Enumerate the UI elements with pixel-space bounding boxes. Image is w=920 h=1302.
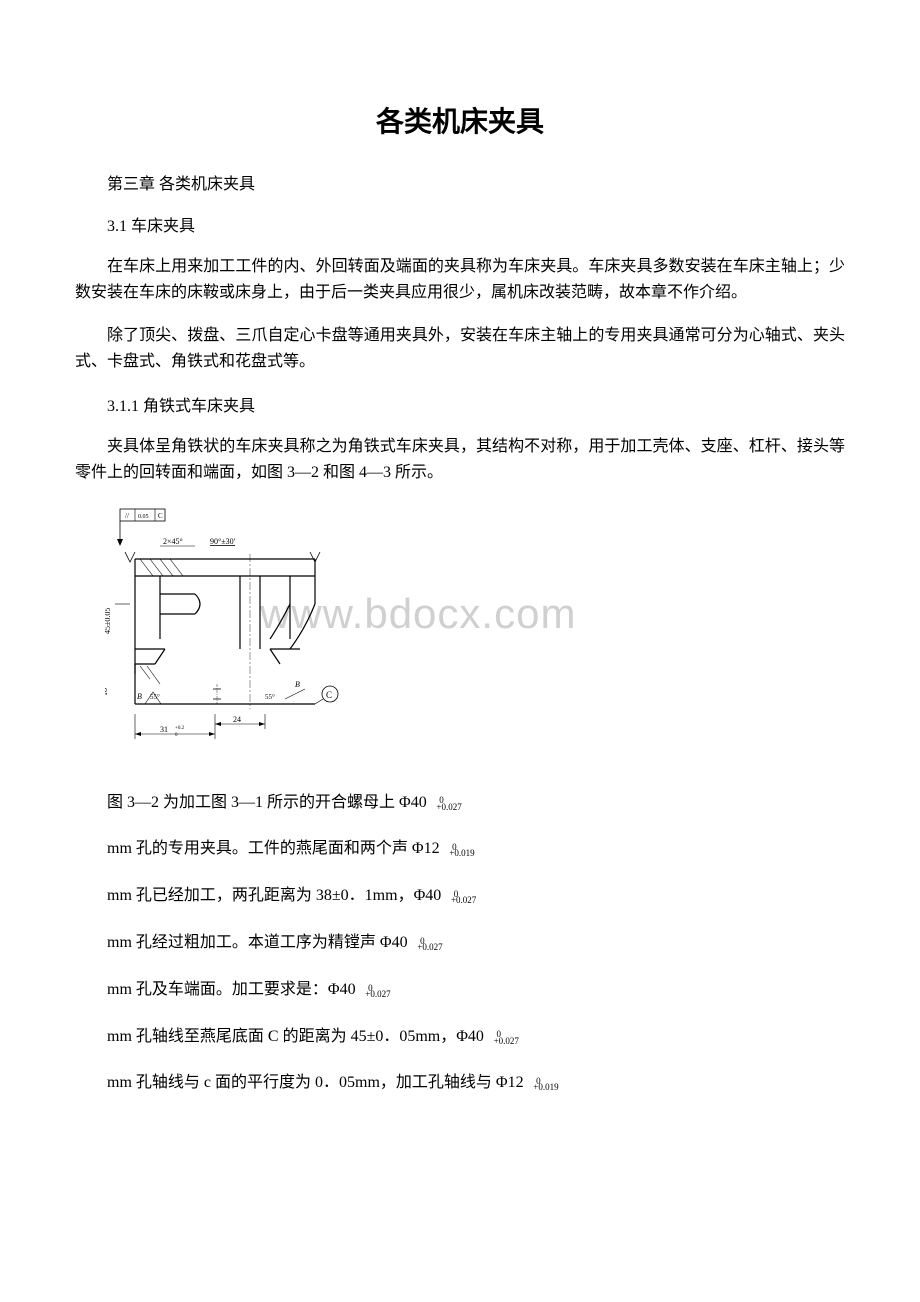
svg-text:C: C	[326, 690, 332, 700]
section-heading-31: 3.1 车床夹具	[75, 212, 845, 236]
svg-text:31: 31	[160, 725, 168, 734]
caption-line-5: mm 孔及车端面。加工要求是：Φ40+0.0270	[75, 976, 845, 1005]
svg-text:0.05: 0.05	[138, 514, 149, 520]
chapter-heading: 第三章 各类机床夹具	[75, 170, 845, 194]
chamfer-label: 2×45°	[163, 537, 183, 546]
caption-line-7: mm 孔轴线与 c 面的平行度为 0．05mm，加工孔轴线与 Φ12+0.019…	[75, 1069, 845, 1098]
svg-text:+0.2: +0.2	[175, 726, 185, 731]
caption-line-1: 图 3—2 为加工图 3—1 所示的开合螺母上 Φ40+0.0270	[75, 789, 845, 818]
technical-diagram: // 0.05 C 2×45° 90°±30'	[105, 504, 365, 764]
svg-text:B: B	[137, 692, 142, 701]
caption-3-text: mm 孔已经加工，两孔距离为 38±0．1mm，Φ40	[107, 887, 441, 904]
svg-text://: //	[125, 512, 129, 520]
svg-text:90°±30': 90°±30'	[210, 537, 236, 546]
svg-text:45±0.05: 45±0.05	[105, 607, 112, 633]
svg-text:18: 18	[105, 688, 109, 696]
svg-text:C: C	[158, 512, 163, 520]
document-title: 各类机床夹具	[75, 100, 845, 140]
paragraph-2: 除了顶尖、拨盘、三爪自定心卡盘等通用夹具外，安装在车床主轴上的专用夹具通常可分为…	[75, 323, 845, 374]
caption-line-2: mm 孔的专用夹具。工件的燕尾面和两个声 Φ12+0.0190	[75, 835, 845, 864]
paragraph-1: 在车床上用来加工工件的内、外回转面及端面的夹具称为车床夹具。车床夹具多数安装在车…	[75, 254, 845, 305]
caption-4-text: mm 孔经过粗加工。本道工序为精镗声 Φ40	[107, 934, 408, 951]
caption-5-text: mm 孔及车端面。加工要求是：Φ40	[107, 981, 356, 998]
svg-text:55°: 55°	[265, 693, 275, 701]
caption-1-text: 图 3—2 为加工图 3—1 所示的开合螺母上 Φ40	[107, 794, 427, 811]
caption-2-text: mm 孔的专用夹具。工件的燕尾面和两个声 Φ12	[107, 840, 440, 857]
svg-text:24: 24	[233, 715, 241, 724]
caption-line-3: mm 孔已经加工，两孔距离为 38±0．1mm，Φ40+0.0270	[75, 882, 845, 911]
section-heading-311: 3.1.1 角铁式车床夹具	[75, 392, 845, 416]
caption-line-4: mm 孔经过粗加工。本道工序为精镗声 Φ40+0.0270	[75, 929, 845, 958]
caption-6-text: mm 孔轴线至燕尾底面 C 的距离为 45±0．05mm，Φ40	[107, 1028, 484, 1045]
caption-7-text: mm 孔轴线与 c 面的平行度为 0．05mm，加工孔轴线与 Φ12	[107, 1074, 524, 1091]
svg-text:B: B	[295, 680, 300, 689]
paragraph-3: 夹具体呈角铁状的车床夹具称之为角铁式车床夹具，其结构不对称，用于加工壳体、支座、…	[75, 434, 845, 485]
caption-line-6: mm 孔轴线至燕尾底面 C 的距离为 45±0．05mm，Φ40+0.0270	[75, 1023, 845, 1052]
